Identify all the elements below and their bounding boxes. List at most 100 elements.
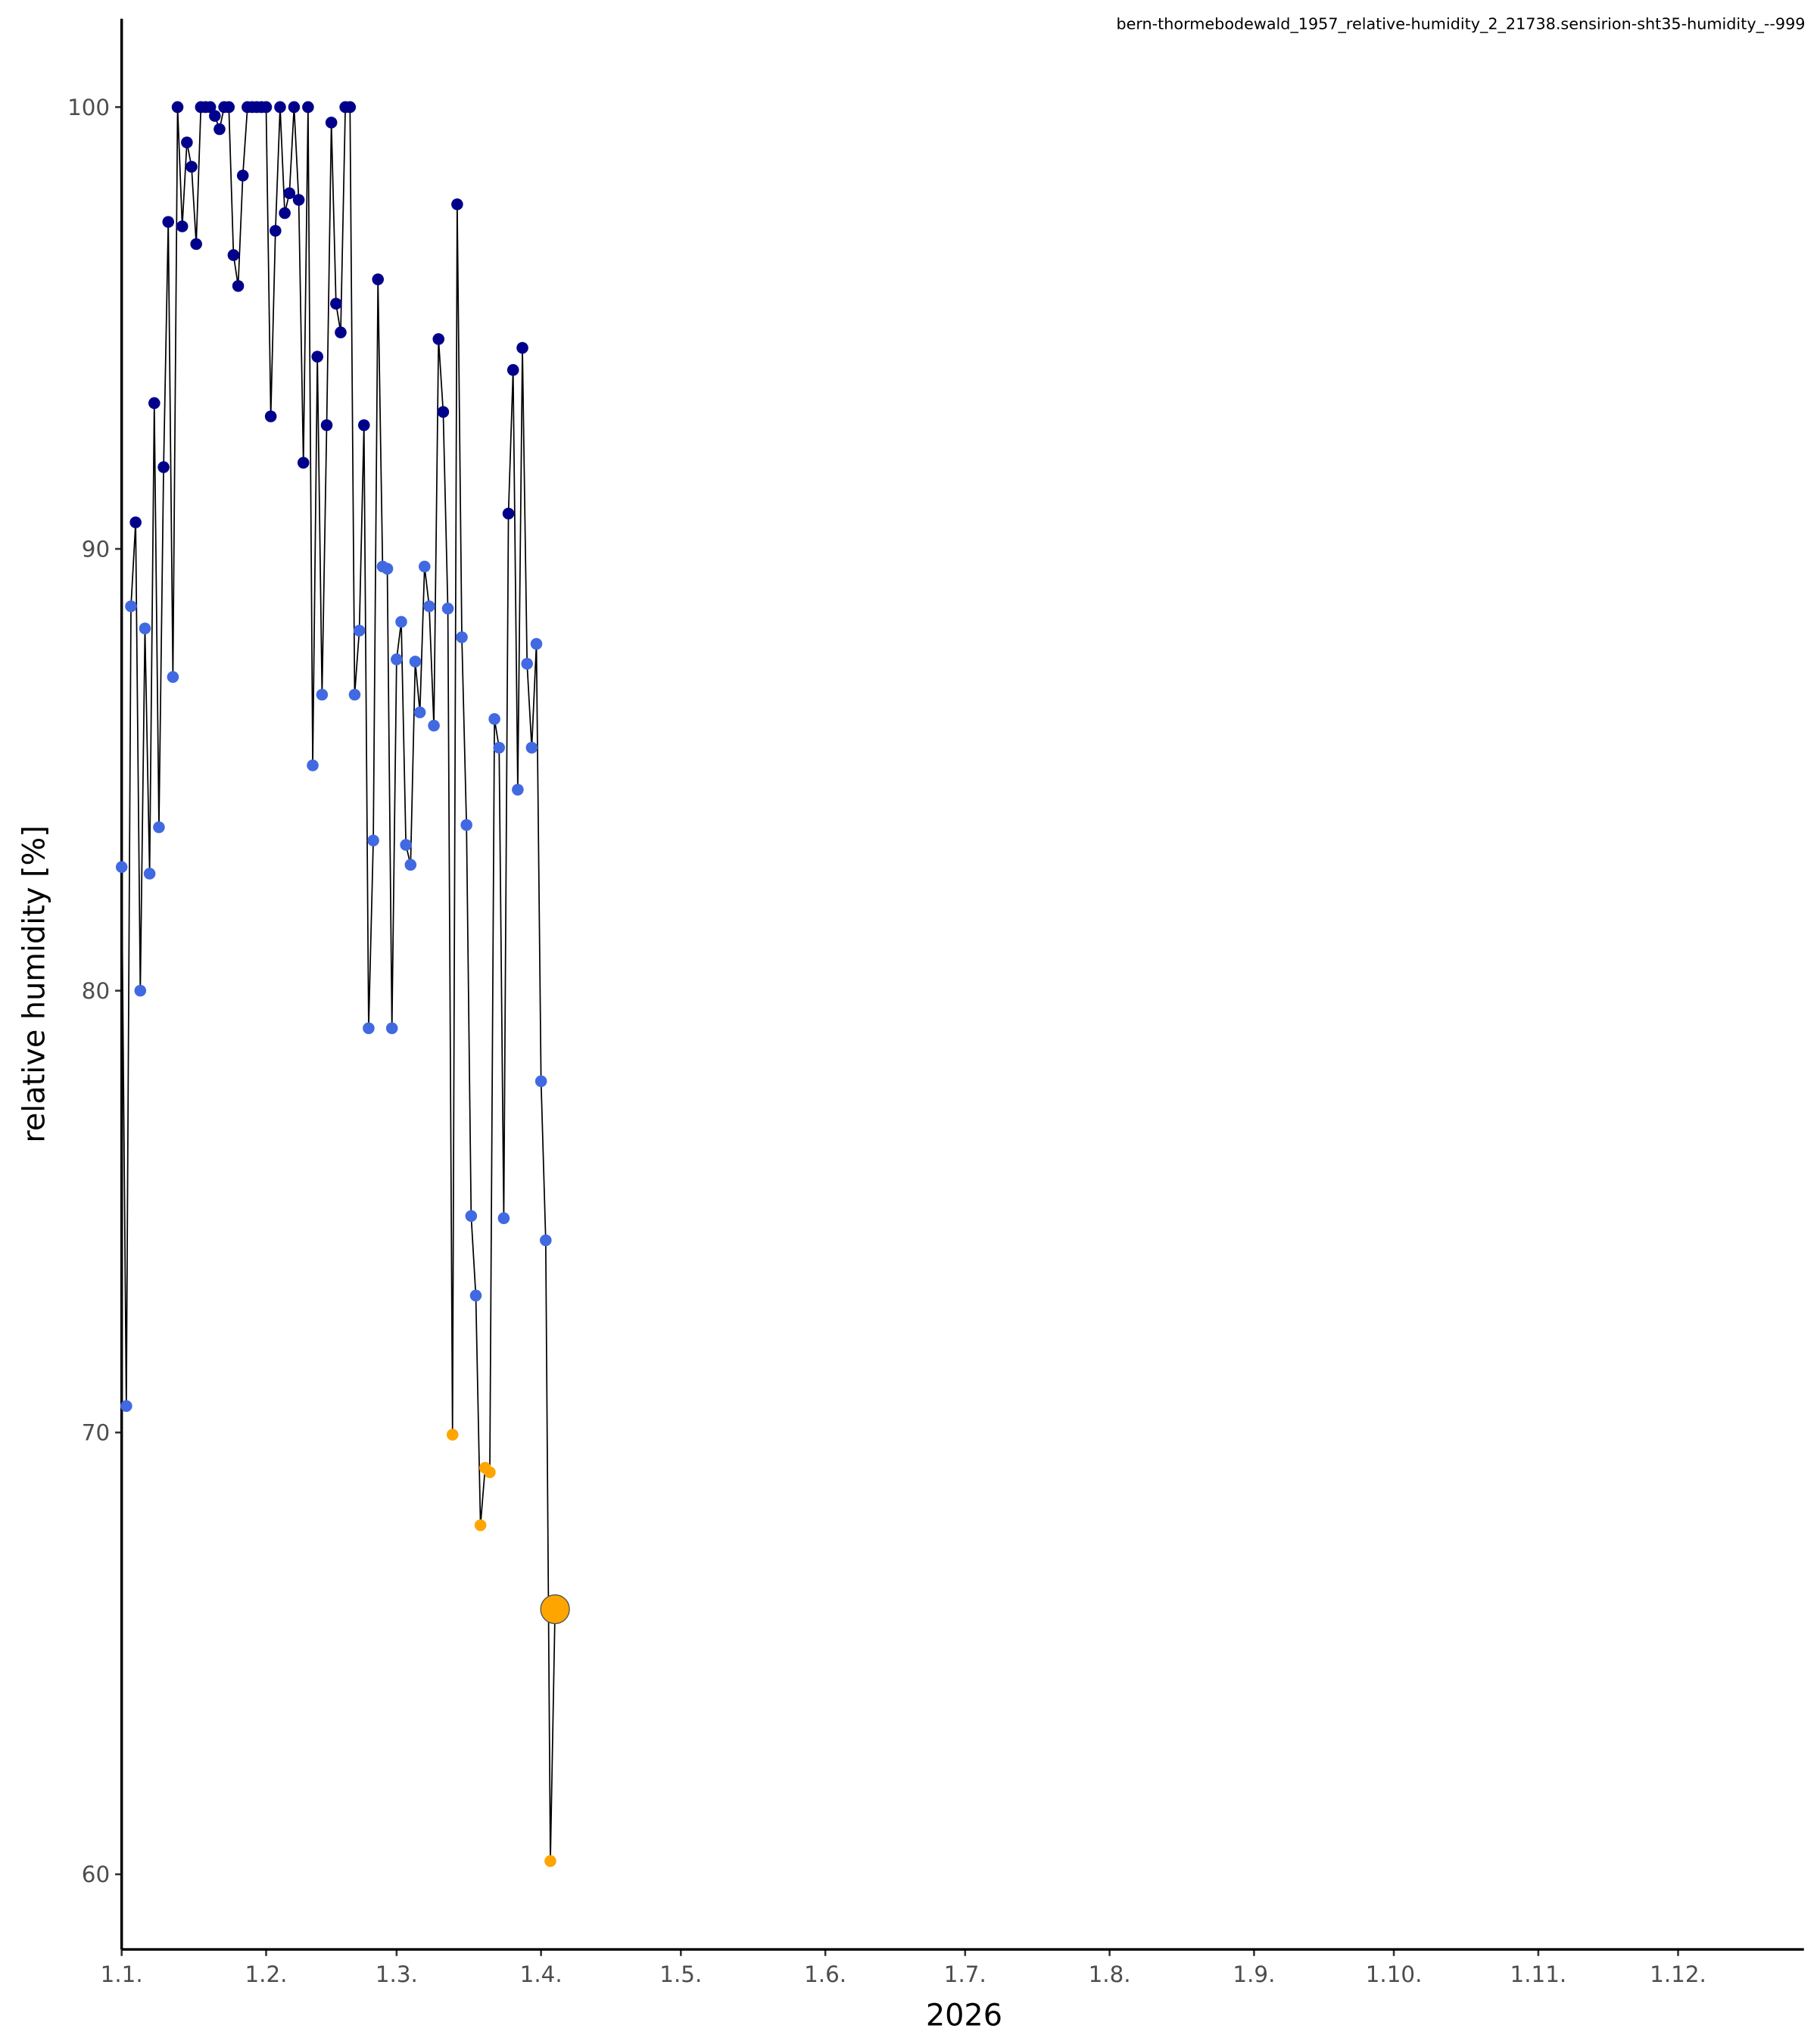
y-axis-title: relative humidity [%] bbox=[17, 825, 52, 1142]
point bbox=[493, 741, 506, 754]
point bbox=[316, 688, 329, 701]
point bbox=[502, 507, 515, 520]
point bbox=[181, 136, 193, 148]
point bbox=[270, 225, 282, 237]
point bbox=[288, 101, 301, 114]
point bbox=[264, 410, 277, 422]
y-tick-label: 70 bbox=[82, 1420, 110, 1446]
point bbox=[311, 351, 323, 363]
point bbox=[474, 1519, 487, 1531]
point bbox=[423, 600, 435, 612]
point bbox=[409, 656, 422, 668]
point bbox=[451, 198, 463, 210]
x-tick-label: 1.9. bbox=[1233, 1961, 1275, 1987]
x-tick-label: 1.6. bbox=[804, 1961, 846, 1987]
point bbox=[391, 653, 403, 665]
x-tick-label: 1.12. bbox=[1650, 1961, 1706, 1987]
point bbox=[143, 868, 156, 880]
line bbox=[120, 106, 556, 1862]
point bbox=[129, 516, 142, 528]
point bbox=[465, 1210, 478, 1223]
point bbox=[381, 562, 394, 575]
point bbox=[274, 101, 286, 114]
point bbox=[428, 719, 440, 732]
point bbox=[419, 560, 431, 573]
y-tick-label: 90 bbox=[82, 536, 110, 562]
point bbox=[521, 658, 533, 670]
point bbox=[535, 1075, 547, 1088]
point bbox=[441, 603, 454, 615]
point bbox=[400, 839, 412, 851]
point bbox=[148, 397, 161, 410]
point bbox=[302, 101, 314, 114]
point bbox=[344, 101, 357, 114]
point bbox=[540, 1234, 552, 1247]
point bbox=[260, 101, 273, 114]
point bbox=[307, 759, 319, 771]
point bbox=[227, 249, 240, 261]
point bbox=[516, 341, 528, 354]
point bbox=[176, 220, 189, 232]
point bbox=[139, 622, 151, 634]
point bbox=[223, 101, 235, 114]
x-tick-label: 1.1. bbox=[101, 1961, 143, 1987]
point bbox=[292, 194, 305, 206]
point bbox=[335, 326, 347, 338]
y-tick-label: 60 bbox=[82, 1862, 110, 1887]
point bbox=[232, 280, 245, 292]
point bbox=[320, 419, 333, 432]
x-tick-label: 1.10. bbox=[1366, 1961, 1423, 1987]
x-tick-label: 1.3. bbox=[376, 1961, 418, 1987]
point bbox=[283, 187, 296, 200]
chart-title: bern-thormebodewald_1957_relative-humidi… bbox=[1117, 15, 1806, 34]
point bbox=[363, 1022, 375, 1035]
point bbox=[115, 861, 128, 874]
point bbox=[530, 637, 543, 650]
point bbox=[325, 117, 338, 129]
point bbox=[357, 419, 370, 432]
x-tick-label: 1.4. bbox=[520, 1961, 563, 1987]
point bbox=[460, 819, 472, 831]
point bbox=[446, 1429, 459, 1441]
y-tick-label: 100 bbox=[67, 95, 110, 120]
point bbox=[385, 1022, 398, 1035]
point bbox=[413, 706, 426, 718]
point bbox=[236, 170, 249, 182]
point bbox=[488, 712, 500, 725]
point bbox=[469, 1289, 482, 1302]
point bbox=[544, 1855, 556, 1868]
point bbox=[506, 363, 519, 376]
point bbox=[437, 406, 450, 418]
point bbox=[120, 1400, 132, 1413]
point bbox=[330, 298, 342, 310]
point bbox=[167, 671, 179, 684]
x-tick-label: 1.5. bbox=[659, 1961, 702, 1987]
point bbox=[125, 600, 137, 612]
point bbox=[432, 333, 445, 345]
point bbox=[367, 834, 379, 846]
point bbox=[204, 101, 217, 114]
point bbox=[404, 858, 417, 871]
point bbox=[353, 625, 366, 637]
point bbox=[279, 207, 291, 220]
point bbox=[525, 741, 538, 754]
x-tick-label: 1.7. bbox=[944, 1961, 986, 1987]
point bbox=[297, 456, 310, 469]
point bbox=[497, 1212, 510, 1224]
point bbox=[395, 615, 407, 628]
point bbox=[162, 216, 175, 228]
y-tick-label: 80 bbox=[82, 978, 110, 1004]
x-tick-label: 1.2. bbox=[245, 1961, 287, 1987]
point bbox=[171, 101, 184, 114]
point bbox=[484, 1466, 496, 1478]
point bbox=[372, 273, 385, 285]
point bbox=[153, 821, 165, 833]
point bbox=[456, 631, 468, 643]
point bbox=[157, 461, 170, 473]
point bbox=[185, 160, 198, 173]
x-axis-title: 2026 bbox=[926, 1998, 1002, 2033]
current-point bbox=[540, 1594, 570, 1625]
